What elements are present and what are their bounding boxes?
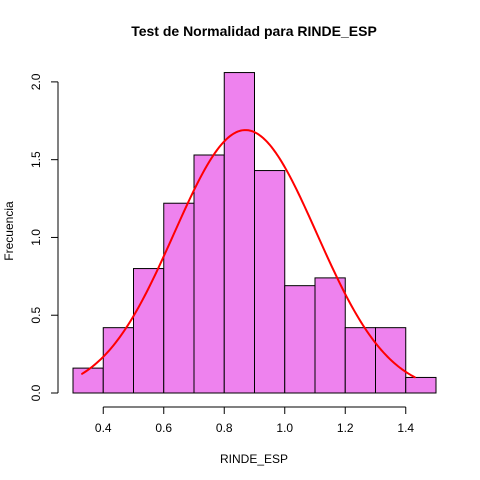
x-tick-label: 1.0 <box>276 421 293 435</box>
y-axis: 0.0 0.5 1.0 1.5 2.0 <box>29 73 59 401</box>
x-axis: 0.4 0.6 0.8 1.0 1.2 1.4 <box>95 406 414 435</box>
y-tick-label: 2.0 <box>29 73 43 90</box>
histogram-bar-10 <box>344 327 376 394</box>
histogram-bars <box>72 72 437 394</box>
histogram-bar-4 <box>163 202 195 394</box>
histogram-bar-8 <box>284 285 316 394</box>
x-tick-label: 0.6 <box>155 421 172 435</box>
histogram-bar-5 <box>193 154 225 394</box>
y-tick-label: 0.5 <box>29 307 43 324</box>
x-tick-label: 1.4 <box>397 421 414 435</box>
y-axis-label: Frecuencia <box>2 201 16 261</box>
chart-title: Test de Normalidad para RINDE_ESP <box>131 23 377 39</box>
histogram-bar-12 <box>405 376 437 394</box>
x-tick-label: 1.2 <box>337 421 354 435</box>
histogram-bar-7 <box>254 170 286 394</box>
normal-density-curve <box>81 129 416 379</box>
x-axis-label: RINDE_ESP <box>220 452 288 466</box>
histogram-bar-6 <box>223 72 255 394</box>
y-tick-label: 0.0 <box>29 384 43 401</box>
y-tick-label: 1.0 <box>29 229 43 246</box>
histogram-bar-9 <box>314 277 346 394</box>
x-tick-label: 0.4 <box>95 421 112 435</box>
x-tick-label: 0.8 <box>216 421 233 435</box>
histogram-bar-1 <box>72 367 104 394</box>
y-tick-label: 1.5 <box>29 151 43 168</box>
